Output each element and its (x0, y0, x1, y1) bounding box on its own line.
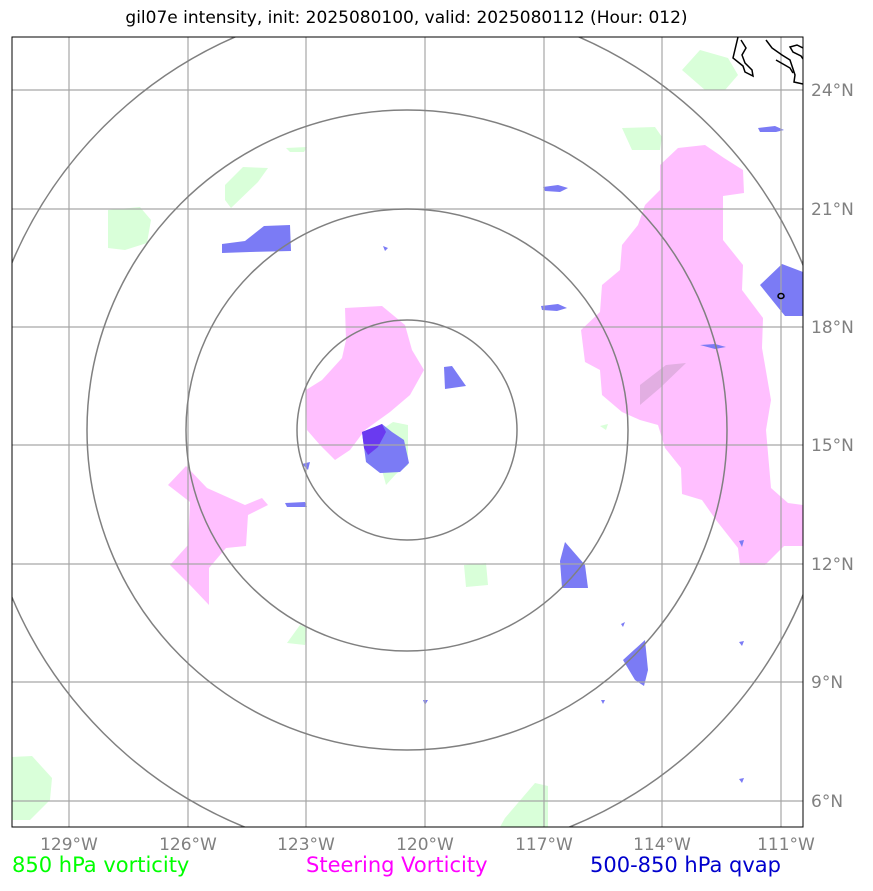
map-title: gil07e intensity, init: 2025080100, vali… (125, 8, 688, 28)
lon-tick: 129°W (40, 835, 98, 855)
overlap-area (640, 363, 686, 405)
lon-tick: 111°W (757, 835, 815, 855)
lon-tick: 120°W (396, 835, 454, 855)
lat-tick: 15°N (811, 436, 854, 456)
graticule (12, 37, 803, 827)
legend-qvap: 500-850 hPa qvap (590, 853, 781, 877)
lon-tick: 123°W (277, 835, 335, 855)
range-ring-1 (296, 319, 518, 541)
lat-tick: 24°N (811, 81, 854, 101)
island-marker (777, 292, 785, 300)
legend-850-vorticity: 850 hPa vorticity (12, 853, 190, 877)
range-rings (12, 37, 803, 827)
lat-tick: 9°N (811, 673, 843, 693)
lon-tick: 126°W (159, 835, 217, 855)
lat-tick: 18°N (811, 318, 854, 338)
storm-core (362, 424, 386, 455)
range-ring-2 (185, 208, 629, 652)
lon-tick: 117°W (515, 835, 573, 855)
plot-frame (11, 36, 804, 828)
lat-tick-labels: 24°N 21°N 18°N 15°N 12°N 9°N 6°N (811, 81, 854, 812)
steering-vorticity-areas (168, 145, 803, 605)
lat-tick: 6°N (811, 792, 843, 812)
lat-tick: 21°N (811, 200, 854, 220)
lon-tick: 114°W (633, 835, 691, 855)
range-ring-3 (86, 109, 728, 751)
lon-tick-labels: 129°W 126°W 123°W 120°W 117°W 114°W 111°… (40, 835, 815, 855)
lat-tick: 12°N (811, 555, 854, 575)
coastline (732, 37, 803, 300)
legend-steering-vorticity: Steering Vorticity (306, 853, 488, 877)
